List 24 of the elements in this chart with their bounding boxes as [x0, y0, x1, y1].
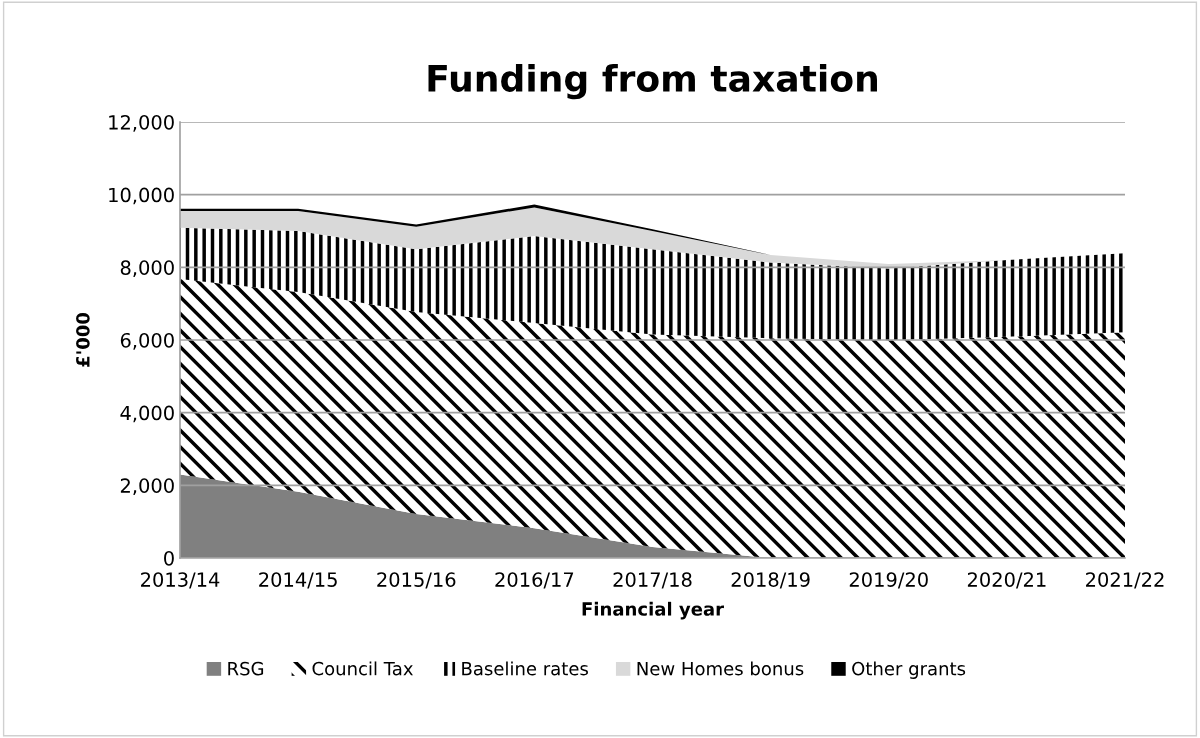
legend-label: Baseline rates — [462, 661, 588, 676]
x-tick-label: 2017/18 — [613, 572, 692, 589]
legend-label: Council Tax — [312, 661, 413, 676]
legend-label: Other grants — [852, 661, 966, 679]
y-tick-label: 4,000 — [120, 405, 174, 423]
y-tick-label: 6,000 — [120, 332, 174, 350]
y-axis-title: £'000 — [76, 312, 90, 367]
x-tick-label: 2019/20 — [849, 572, 928, 589]
x-tick-label: 2021/22 — [1086, 572, 1164, 589]
x-tick-label: 2016/17 — [495, 572, 574, 589]
legend-label: RSG — [228, 661, 264, 676]
x-tick-label: 2015/16 — [377, 572, 456, 589]
x-axis-title: Financial year — [582, 601, 724, 620]
x-tick-label: 2018/19 — [731, 572, 810, 589]
y-tick-label: 8,000 — [120, 260, 174, 277]
y-tick-label: 2,000 — [120, 478, 174, 495]
y-tick-label: 10,000 — [109, 187, 174, 205]
x-tick-label: 2013/14 — [141, 572, 220, 589]
legend-label: New Homes bonus — [637, 661, 804, 676]
chart-title: Funding from taxation — [428, 64, 877, 100]
x-tick-label: 2014/15 — [259, 572, 337, 589]
y-tick-label: 0 — [164, 550, 174, 566]
y-tick-label: 12,000 — [109, 114, 174, 132]
x-tick-label: 2020/21 — [967, 572, 1046, 589]
